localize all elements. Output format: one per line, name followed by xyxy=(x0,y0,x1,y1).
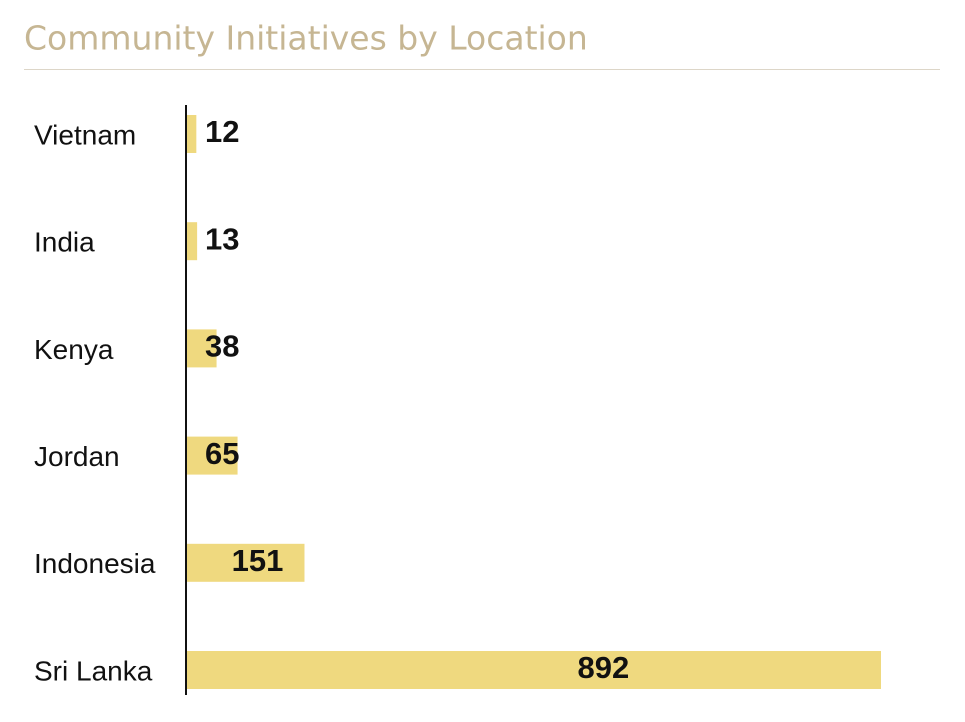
category-label: India xyxy=(34,227,95,258)
value-label: 13 xyxy=(205,221,239,256)
bar xyxy=(187,543,305,582)
chart-title: Community Initiatives by Location xyxy=(24,19,588,58)
bar xyxy=(187,329,217,368)
value-label: 65 xyxy=(205,436,239,471)
value-label: 151 xyxy=(232,543,284,578)
value-label: 892 xyxy=(578,650,630,685)
bar xyxy=(187,651,881,689)
value-label: 38 xyxy=(205,329,239,364)
category-label: Vietnam xyxy=(34,119,136,150)
category-label: Kenya xyxy=(34,334,114,365)
bar xyxy=(187,222,198,261)
category-label: Jordan xyxy=(34,441,120,472)
category-label: Sri Lanka xyxy=(34,655,153,686)
bar xyxy=(187,115,197,153)
value-label: 12 xyxy=(205,114,239,149)
bar xyxy=(187,436,238,475)
category-label: Indonesia xyxy=(34,548,156,579)
